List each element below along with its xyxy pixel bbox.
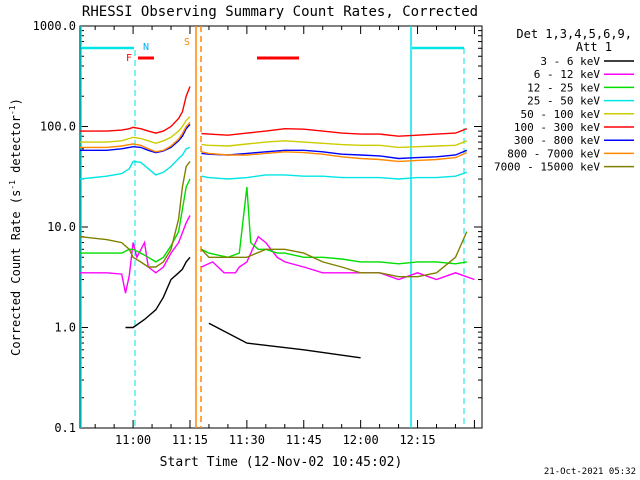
x-tick-label: 11:15 xyxy=(172,433,208,447)
series-line xyxy=(201,127,468,137)
series-line xyxy=(80,178,191,263)
y-axis-label-sup2: -1 xyxy=(8,105,17,115)
legend-label: 12 - 25 keV xyxy=(527,81,600,94)
y-axis-label-main: Corrected Count Rate (s xyxy=(9,190,23,356)
x-tick-label: 12:15 xyxy=(399,433,435,447)
y-tick-label: 100.0 xyxy=(40,120,76,134)
saa-marker-label: S xyxy=(184,37,190,48)
legend-label: 6 - 12 keV xyxy=(534,68,601,81)
y-axis: 1000.0 100.0 10.0 1.0 0.1 xyxy=(33,19,482,435)
night-marker-label: N xyxy=(143,42,149,53)
plot-area xyxy=(79,25,483,429)
legend-label: 25 - 50 keV xyxy=(527,95,600,108)
legend-label: 300 - 800 keV xyxy=(514,134,600,147)
x-tick-label: 11:00 xyxy=(115,433,151,447)
legend-label: 3 - 6 keV xyxy=(540,55,600,68)
series-line xyxy=(79,160,191,268)
series-line xyxy=(201,149,468,160)
series-line xyxy=(80,86,191,134)
y-axis-label-end: ) xyxy=(9,98,23,105)
y-axis-label-sup1: -1 xyxy=(8,180,17,190)
series-line xyxy=(80,215,191,294)
flare-marker-label: F xyxy=(126,53,132,64)
time-overlays: N F S xyxy=(80,26,465,428)
y-tick-label: 10.0 xyxy=(47,220,76,234)
legend-label: 50 - 100 keV xyxy=(521,108,601,121)
series-line xyxy=(201,151,468,163)
series-line xyxy=(80,121,191,153)
y-axis-label-mid: detector xyxy=(9,115,23,180)
series-line xyxy=(201,235,475,281)
series-line xyxy=(201,140,468,149)
timestamp: 21-Oct-2021 05:32 xyxy=(544,467,636,477)
y-tick-label: 0.1 xyxy=(54,421,76,435)
series-line xyxy=(200,231,468,278)
x-axis-label: Start Time (12-Nov-02 10:45:02) xyxy=(160,455,403,470)
y-tick-label: 1000.0 xyxy=(33,19,76,33)
legend-header-attenuator: Att 1 xyxy=(576,40,612,54)
legend-label: 7000 - 15000 keV xyxy=(494,161,600,174)
x-axis: 11:00 11:15 11:30 11:45 12:00 12:15 xyxy=(94,26,475,447)
series-line xyxy=(125,256,191,329)
legend-header-detectors: Det 1,3,4,5,6,9, xyxy=(516,27,632,41)
y-axis-label: Corrected Count Rate (s-1 detector-1) xyxy=(8,98,23,356)
series-line xyxy=(80,116,191,145)
x-tick-label: 11:30 xyxy=(229,433,265,447)
legend-label: 800 - 7000 keV xyxy=(507,147,600,160)
series-line xyxy=(80,123,191,154)
series-lines xyxy=(79,86,475,359)
x-tick-label: 12:00 xyxy=(343,433,379,447)
plot-frame xyxy=(79,25,483,429)
legend-label: 100 - 300 keV xyxy=(514,121,600,134)
x-tick-label: 11:45 xyxy=(286,433,322,447)
series-line xyxy=(201,186,467,265)
y-tick-label: 1.0 xyxy=(54,321,76,335)
series-line xyxy=(201,171,468,180)
series-line xyxy=(208,322,361,359)
chart-title: RHESSI Observing Summary Count Rates, Co… xyxy=(82,4,478,20)
series-line xyxy=(79,146,191,180)
